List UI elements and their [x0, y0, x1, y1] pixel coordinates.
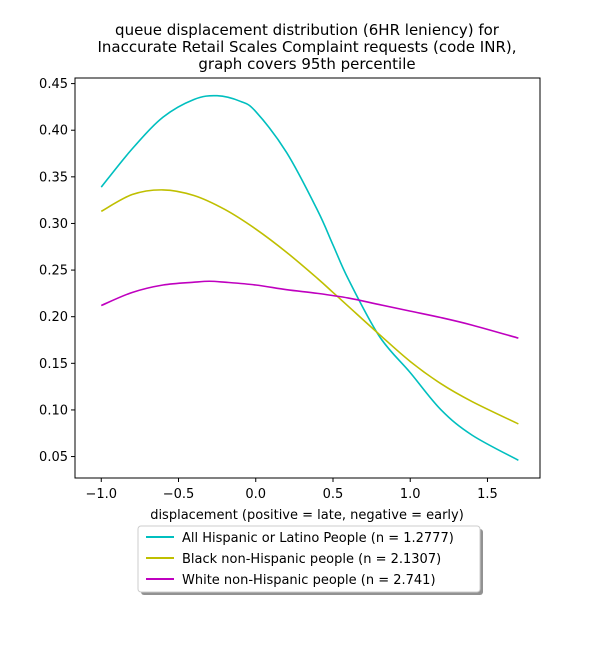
plot-area [74, 77, 541, 479]
legend-box [137, 525, 481, 593]
series-lines [100, 94, 519, 461]
legend-label: Black non-Hispanic people (n = 2.1307) [182, 552, 441, 567]
y-tick-label: 0.20 [39, 310, 68, 325]
x-tick-label: −1.0 [85, 487, 117, 502]
series-line-2 [100, 280, 519, 339]
legend-label: White non-Hispanic people (n = 2.741) [182, 573, 436, 588]
chart-title-line: graph covers 95th percentile [198, 55, 415, 73]
y-axis-ticks: 0.05 0.10 0.15 0.20 0.25 0.30 0.35 0.40 0.45 [39, 77, 75, 465]
series-line-1 [100, 189, 519, 425]
y-tick-label: 0.25 [39, 264, 68, 279]
chart-title-line: queue displacement distribution (6HR len… [115, 21, 500, 39]
x-tick-label: 0.5 [323, 487, 344, 502]
y-tick-label: 0.05 [39, 450, 68, 465]
chart-title: queue displacement distribution (6HR len… [97, 21, 516, 73]
series-line-0 [100, 94, 519, 461]
legend-items: All Hispanic or Latino People (n = 1.277… [146, 531, 454, 588]
x-tick-label: 0.0 [245, 487, 266, 502]
x-tick-label: 1.5 [477, 487, 498, 502]
x-axis-ticks: −1.0 −0.5 0.0 0.5 1.0 1.5 [85, 478, 498, 502]
y-tick-label: 0.35 [39, 170, 68, 185]
y-tick-label: 0.30 [39, 217, 68, 232]
y-tick-label: 0.40 [39, 124, 68, 139]
x-axis-label: displacement (positive = late, negative … [150, 508, 464, 523]
legend: All Hispanic or Latino People (n = 1.277… [137, 525, 483, 595]
chart-title-line: Inaccurate Retail Scales Complaint reque… [97, 38, 516, 56]
x-tick-label: −0.5 [163, 487, 195, 502]
x-tick-label: 1.0 [400, 487, 421, 502]
y-tick-label: 0.45 [39, 77, 68, 92]
y-tick-label: 0.10 [39, 403, 68, 418]
legend-label: All Hispanic or Latino People (n = 1.277… [182, 531, 454, 546]
y-tick-label: 0.15 [39, 357, 68, 372]
